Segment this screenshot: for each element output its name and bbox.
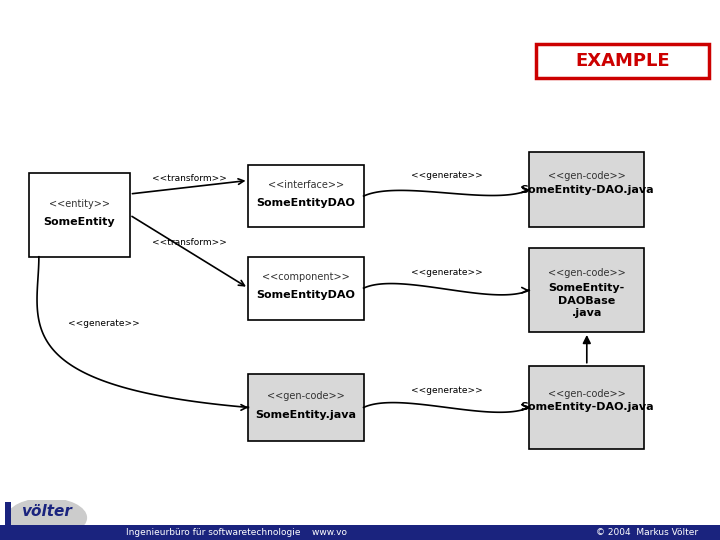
FancyBboxPatch shape [529,248,644,332]
Text: <<gen-code>>: <<gen-code>> [267,391,345,401]
Text: .java: .java [572,308,602,318]
Text: <<gen-code>>: <<gen-code>> [548,268,626,278]
Text: <<transform>>: <<transform>> [152,238,226,247]
Text: Software Architecture – a critical view: Software Architecture – a critical view [501,11,698,22]
Text: DAOBase: DAOBase [558,296,616,306]
Text: <<generate>>: <<generate>> [410,386,482,395]
Text: <<generate>>: <<generate>> [68,319,140,328]
FancyBboxPatch shape [0,525,720,540]
Text: <<gen-code>>: <<gen-code>> [548,171,626,181]
Text: EXAMPLE: EXAMPLE [575,52,670,70]
FancyBboxPatch shape [5,502,11,526]
FancyBboxPatch shape [529,366,644,449]
Text: <<entity>>: <<entity>> [49,199,109,208]
Text: <<generate>>: <<generate>> [410,268,482,276]
Text: SomeEntityDAO: SomeEntityDAO [256,198,356,208]
FancyBboxPatch shape [248,374,364,441]
Text: <<gen-code>>: <<gen-code>> [548,389,626,399]
Ellipse shape [7,498,86,537]
Text: <<interface>>: <<interface>> [268,180,344,190]
FancyBboxPatch shape [536,44,709,78]
Text: © 2004  Markus Völter: © 2004 Markus Völter [596,528,698,537]
Text: völter: völter [22,504,72,519]
Text: SomeEntity-DAO.java: SomeEntity-DAO.java [520,185,654,195]
FancyBboxPatch shape [29,173,130,256]
Text: SomeEntity.java: SomeEntity.java [256,409,356,420]
FancyBboxPatch shape [248,165,364,227]
Text: PATTERN: DSL-based Programming Model VI: PATTERN: DSL-based Programming Model VI [14,51,501,70]
Text: SomeEntity-DAO.java: SomeEntity-DAO.java [520,402,654,413]
Text: SomeEntity: SomeEntity [43,217,115,227]
Text: SomeEntityDAO: SomeEntityDAO [256,291,356,300]
Text: <<generate>>: <<generate>> [410,171,482,180]
FancyBboxPatch shape [248,256,364,320]
FancyBboxPatch shape [529,152,644,227]
Text: SomeEntity-: SomeEntity- [549,283,625,293]
Text: <<component>>: <<component>> [262,272,350,282]
Text: Ingenieurbüro für softwaretechnologie    www.vo: Ingenieurbüro für softwaretechnologie ww… [126,528,347,537]
Text: <<transform>>: <<transform>> [152,174,226,183]
